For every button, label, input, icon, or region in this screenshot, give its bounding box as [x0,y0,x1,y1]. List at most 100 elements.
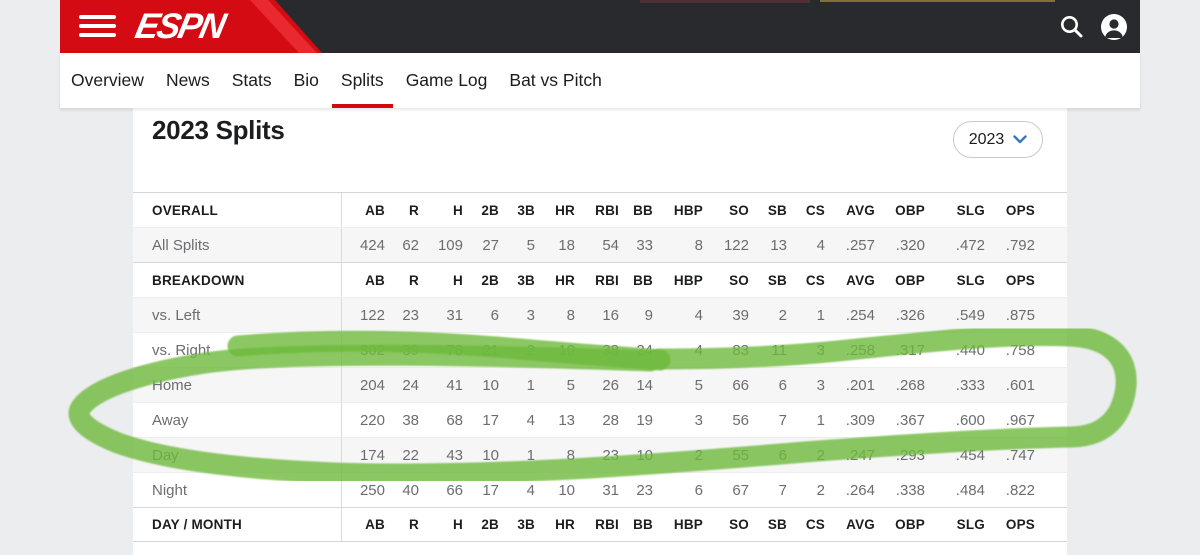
stat-value: 3 [526,306,535,324]
stat-value: 2 [694,446,703,464]
column-header: CS [805,517,825,532]
tab-splits[interactable]: Splits [330,53,395,108]
stat-value: 10 [482,376,499,394]
content-panel: 2023 Splits 2023 OVERALL AB R H 2B 3B HR RBI BB H… [133,107,1067,555]
hamburger-icon [79,15,116,20]
stat-value: 4 [694,341,703,359]
stat-value: 424 [341,228,385,262]
stat-value: .758 [1005,341,1035,359]
stat-value: 4 [526,481,535,499]
stat-value: 27 [482,236,499,254]
stat-value: 1 [526,376,535,394]
stat-value: 38 [402,411,419,429]
table-row: Night 250 40 66 17 4 10 31 23 6 67 7 2 .264 .338 .484 .8… [133,472,1067,507]
espn-logo[interactable]: ESPN [131,6,228,47]
stat-value: .967 [1005,411,1035,429]
stat-value: 3 [816,341,825,359]
stat-value: 43 [446,446,463,464]
splits-table: OVERALL AB R H 2B 3B HR RBI BB HBP SO SB CS AVG OBP SLG… [133,192,1067,542]
column-header: AB [341,193,385,227]
stat-value: .601 [1005,376,1035,394]
stat-value: 204 [341,368,385,402]
stat-value: .254 [845,306,875,324]
table-row: Away 220 38 68 17 4 13 28 19 3 56 7 1 .309 .367 .600 .96… [133,402,1067,437]
tab-overview[interactable]: Overview [71,70,144,90]
profile-icon [1101,13,1127,40]
page-title: 2023 Splits [152,115,285,145]
column-header: HBP [673,517,703,532]
column-header: SO [729,272,749,288]
hamburger-icon [79,23,116,29]
column-header: OBP [895,272,925,288]
stat-value: 24 [402,376,419,394]
top-banner-remnant [640,0,810,3]
column-header: CS [805,202,825,218]
column-header: SLG [956,202,985,218]
column-header: BB [633,202,653,218]
stat-value: .333 [955,376,985,394]
tab-bio[interactable]: Bio [293,70,319,90]
stat-value: .472 [955,236,985,254]
column-header: RBI [595,517,619,532]
stat-value: .600 [955,411,985,429]
stat-value: 3 [816,376,825,394]
tab-bat-vs-pitch[interactable]: Bat vs Pitch [509,70,602,90]
stat-value: 5 [694,376,703,394]
stat-value: 10 [558,341,575,359]
column-header: AVG [846,517,875,532]
stat-value: 10 [482,446,499,464]
tab-news[interactable]: News [165,70,210,90]
stat-value: 54 [602,236,619,254]
stat-value: .549 [955,306,985,324]
section-header-row: DAY / MONTH AB R H 2B 3B HR RBI BB HBP SO SB CS AVG OB… [133,507,1067,542]
column-header: SLG [956,517,985,532]
column-header: RBI [595,272,619,288]
stat-value: 24 [636,341,653,359]
column-header: R [409,202,419,218]
column-header: AB [341,263,385,297]
stat-value: 18 [558,236,575,254]
row-label: All Splits [152,236,210,254]
column-header: SO [729,202,749,218]
year-select[interactable]: 2023 [953,121,1043,158]
stat-value: 31 [602,481,619,499]
stat-value: 62 [402,236,419,254]
stat-value: .317 [895,341,925,359]
stat-value: .257 [845,236,875,254]
column-header: BB [633,517,653,532]
stat-value: .326 [895,306,925,324]
section-header-row: BREAKDOWN AB R H 2B 3B HR RBI BB HBP SO SB CS AVG OBP S… [133,262,1067,297]
stat-value: 9 [644,306,653,324]
search-button[interactable] [1059,14,1084,39]
section-header-row: OVERALL AB R H 2B 3B HR RBI BB HBP SO SB CS AVG OBP SLG… [133,192,1067,227]
stat-value: 220 [341,403,385,437]
stat-value: 38 [602,341,619,359]
stat-value: .320 [895,236,925,254]
column-header: AVG [846,202,875,218]
stat-value: 68 [446,411,463,429]
stat-value: 56 [732,411,749,429]
stat-value: 8 [694,236,703,254]
column-header: 3B [517,202,535,218]
stat-value: 22 [402,446,419,464]
site-header: ESPN [60,0,1140,53]
column-header: OPS [1005,202,1035,218]
top-banner-remnant [820,0,1055,2]
column-header: CS [805,272,825,288]
chevron-down-icon [1013,135,1027,144]
tab-game-log[interactable]: Game Log [405,70,488,90]
menu-button[interactable] [79,15,117,38]
tab-stats[interactable]: Stats [231,70,272,90]
stat-value: 66 [732,376,749,394]
stat-value: 23 [402,306,419,324]
primary-nav: Overview News Stats Bio Splits Game Log Bat vs… [60,53,1140,108]
column-header: SO [729,517,749,532]
profile-button[interactable] [1100,13,1128,41]
stat-value: 1 [526,446,535,464]
column-header: SB [767,272,787,288]
section-label: DAY / MONTH [152,517,242,532]
stat-value: 4 [694,306,703,324]
row-label: Away [152,411,189,429]
column-header: BB [633,272,653,288]
stat-value: 174 [341,438,385,472]
